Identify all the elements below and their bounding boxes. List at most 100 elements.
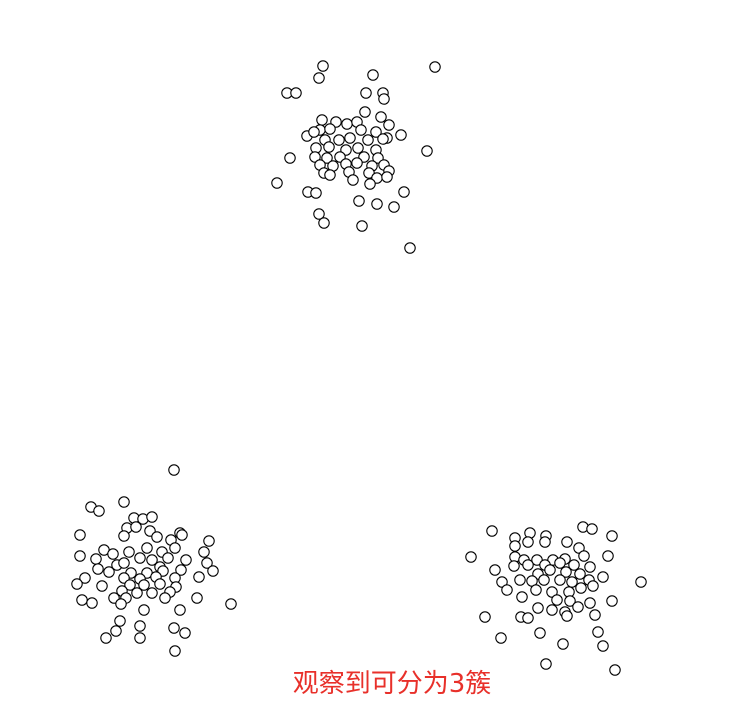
scatter-point [170,646,180,656]
scatter-point [139,605,149,615]
scatter-point [376,112,386,122]
points-layer [72,61,646,675]
scatter-point [208,566,218,576]
scatter-point [466,552,476,562]
scatter-point [345,133,355,143]
scatter-point [603,551,613,561]
scatter-point [87,598,97,608]
scatter-point [487,526,497,536]
scatter-point [194,572,204,582]
scatter-point [147,588,157,598]
scatter-point [192,593,202,603]
cluster-3 [466,522,646,675]
scatter-point [361,88,371,98]
scatter-point [135,633,145,643]
scatter-point [636,577,646,587]
scatter-point [75,551,85,561]
scatter-point [356,125,366,135]
scatter-point [540,537,550,547]
scatter-point [147,512,157,522]
scatter-point [552,595,562,605]
scatter-point [116,599,126,609]
scatter-point [558,639,568,649]
scatter-point [575,569,585,579]
scatter-point [515,575,525,585]
scatter-point [590,610,600,620]
scatter-point [502,585,512,595]
cluster-2 [72,465,236,656]
scatter-point [585,598,595,608]
scatter-point [509,561,519,571]
scatter-point [567,577,577,587]
scatter-point [177,530,187,540]
scatter-point [342,119,352,129]
scatter-point [135,621,145,631]
scatter-point [539,575,549,585]
scatter-point [285,153,295,163]
scatter-point [93,564,103,574]
scatter-point [75,530,85,540]
scatter-point [325,170,335,180]
scatter-point [579,551,589,561]
scatter-point [77,595,87,605]
scatter-point [562,611,572,621]
scatter-point [124,547,134,557]
scatter-point [309,127,319,137]
scatter-point [325,124,335,134]
scatter-point [368,70,378,80]
scatter-point [169,623,179,633]
scatter-point [382,172,392,182]
scatter-point [372,199,382,209]
scatter-point [607,596,617,606]
scatter-point [319,218,329,228]
scatter-point [199,547,209,557]
scatter-point [360,107,370,117]
scatter-point [311,188,321,198]
scatter-point [94,506,104,516]
scatter-point [119,497,129,507]
scatter-point [155,579,165,589]
scatter-point [132,588,142,598]
scatter-point [97,581,107,591]
scatter-point [573,602,583,612]
scatter-point [598,572,608,582]
scatter-point [490,565,500,575]
scatter-point [587,524,597,534]
scatter-point [496,633,506,643]
scatter-point [531,585,541,595]
scatter-point [598,641,608,651]
scatter-point [523,537,533,547]
scatter-point [204,536,214,546]
scatter-point [115,616,125,626]
scatter-point [119,558,129,568]
scatter-point [135,553,145,563]
scatter-point [163,553,173,563]
scatter-point [317,115,327,125]
scatter-point [378,134,388,144]
scatter-point [170,543,180,553]
scatter-point [555,558,565,568]
scatter-point [119,531,129,541]
scatter-point [555,575,565,585]
scatter-point [547,605,557,615]
scatter-point [593,627,603,637]
cluster-annotation: 观察到可分为3簇 [0,664,732,704]
scatter-point [576,583,586,593]
scatter-point [152,532,162,542]
scatter-point [517,592,527,602]
scatter-point [607,531,617,541]
scatter-point [535,628,545,638]
scatter-point [72,579,82,589]
scatter-point [533,603,543,613]
scatter-point [181,555,191,565]
scatter-point [399,187,409,197]
scatter-point [324,142,334,152]
scatter-point [334,135,344,145]
scatter-point [160,593,170,603]
scatter-point [111,626,121,636]
scatter-point [354,196,364,206]
scatter-point [348,175,358,185]
scatter-point [523,560,533,570]
scatter-point [318,61,328,71]
